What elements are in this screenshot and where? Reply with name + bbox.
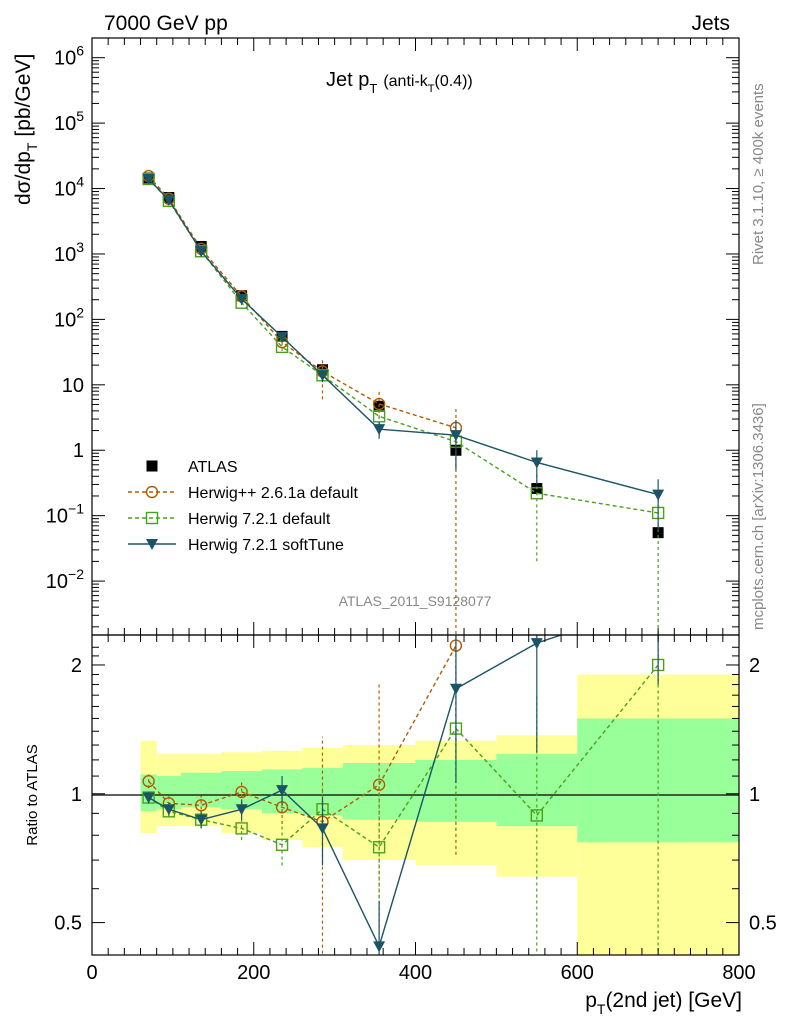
top-softtune-point xyxy=(316,370,329,382)
mcplots-side-label: mcplots.cern.ch [arXiv:1306.3436] xyxy=(750,403,767,630)
x-tick-label: 600 xyxy=(561,962,594,984)
top-softtune-point xyxy=(373,424,386,436)
ratio-herwigpp-point xyxy=(372,778,386,791)
ratio-softtune-point xyxy=(373,941,386,953)
top-y-tick-label: 10 xyxy=(62,375,84,397)
top-herwigpp-line xyxy=(148,175,457,429)
top-softtune-point xyxy=(652,489,665,501)
top-y-tick-label: 1 xyxy=(73,440,84,462)
top-y-label-main: dσ/dp xyxy=(12,151,35,205)
top-y-tick-label: 104 xyxy=(54,174,84,201)
ratio-herwig721-point xyxy=(235,822,248,835)
plot-title: Jet pT (anti-kT(0.4)) xyxy=(326,69,473,96)
top-y-tick-label: 103 xyxy=(54,239,84,266)
top-y-tick-label: 10−2 xyxy=(46,566,84,593)
x-tick-label: 800 xyxy=(722,962,755,984)
top-y-tick-label: 10−1 xyxy=(46,501,84,528)
top-y-label-unit: [pb/GeV] xyxy=(12,54,35,137)
ratio-herwig721-point xyxy=(530,809,544,822)
x-tick-label: 400 xyxy=(399,962,432,984)
ratio-softtune-point xyxy=(142,792,155,804)
ratio-y-tick-label: 1 xyxy=(71,784,82,806)
top-atlas-point xyxy=(652,527,664,539)
energy-label: 7000 GeV pp xyxy=(104,12,228,35)
top-softtune-point xyxy=(449,430,462,442)
ratio-y-tick-label-right: 0.5 xyxy=(749,913,777,935)
top-y-tick-label: 106 xyxy=(54,43,84,70)
rivet-side-label: Rivet 3.1.10, ≥ 400k events xyxy=(750,83,767,265)
ratio-herwigpp-point xyxy=(142,775,155,788)
top-softtune-point xyxy=(235,293,248,305)
plot-title-tail-sub: T xyxy=(428,83,435,95)
ratio-series-layer xyxy=(142,635,665,955)
top-softtune-point xyxy=(142,173,155,185)
x-label-tail: (2nd jet) [GeV] xyxy=(605,989,742,1012)
legend-label: Herwig 7.2.1 softTune xyxy=(188,537,344,554)
ratio-y-tick-label-right: 1 xyxy=(749,784,760,806)
ratio-softtune-point xyxy=(235,804,248,816)
legend-marker xyxy=(146,460,158,472)
ratio-softtune-point xyxy=(316,823,329,835)
plot-title-main: Jet p xyxy=(326,69,369,91)
legend-marker xyxy=(145,511,159,525)
ratio-y-tick-label: 0.5 xyxy=(54,913,82,935)
x-label-sub: T xyxy=(597,1001,606,1017)
legend-marker xyxy=(145,485,159,499)
plot-title-sub: T xyxy=(369,81,377,96)
ratio-y-tick-label: 2 xyxy=(71,655,82,677)
category-label: Jets xyxy=(691,12,730,35)
top-y-axis-label: dσ/dpT [pb/GeV] xyxy=(12,54,40,205)
top-y-label-sub: T xyxy=(24,142,40,151)
top-softtune-point xyxy=(162,194,175,206)
analysis-label: ATLAS_2011_S9128077 xyxy=(339,593,492,609)
x-axis-label: pT(2nd jet) [GeV] xyxy=(585,989,742,1017)
ratio-herwig721-point xyxy=(372,841,386,854)
legend-marker xyxy=(146,539,158,550)
ratio-herwigpp-point xyxy=(235,785,248,799)
band-inner xyxy=(496,753,578,827)
top-herwigpp-point xyxy=(372,397,386,411)
ratio-softtune-point xyxy=(195,814,208,826)
legend-label: ATLAS xyxy=(188,459,238,476)
top-softtune-point xyxy=(530,457,543,469)
top-herwig721-point xyxy=(530,487,544,500)
x-tick-label: 0 xyxy=(86,962,97,984)
legend-label: Herwig++ 2.6.1a default xyxy=(188,485,358,502)
axes-layer: 10−2 10−1 1 10 102 103 104 105 106 0 200 400 600 800 0… xyxy=(46,37,777,984)
top-y-tick-label: 102 xyxy=(54,304,84,331)
ratio-y-tick-label-right: 2 xyxy=(749,655,760,677)
ratio-herwigpp-point xyxy=(194,799,208,812)
top-softtune-point xyxy=(195,246,208,258)
ratio-herwig721-line xyxy=(148,664,659,849)
plot-title-tail-end: (0.4)) xyxy=(435,73,473,90)
ratio-softtune-point xyxy=(449,683,462,695)
x-tick-label: 200 xyxy=(237,962,270,984)
top-series-layer xyxy=(142,169,665,635)
top-herwig721-point xyxy=(372,410,386,423)
top-softtune-point xyxy=(276,331,289,343)
legend-label: Herwig 7.2.1 default xyxy=(188,511,331,528)
ratio-softtune-point xyxy=(162,804,175,816)
x-label-main: p xyxy=(585,989,597,1012)
ratio-softtune-point xyxy=(276,785,289,797)
ratio-softtune-point xyxy=(530,638,543,650)
uncertainty-bands xyxy=(140,674,739,955)
ratio-herwig721-point xyxy=(275,838,289,851)
ratio-y-axis-label: Ratio to ATLAS xyxy=(24,744,41,845)
top-y-tick-label: 105 xyxy=(54,108,84,135)
ratio-softtune-line xyxy=(148,635,564,949)
top-softtune-line xyxy=(148,178,659,496)
plot-title-tail: (anti-k xyxy=(383,73,428,90)
legend: ATLAS Herwig++ 2.6.1a default Herwig 7.2.1… xyxy=(128,459,358,554)
